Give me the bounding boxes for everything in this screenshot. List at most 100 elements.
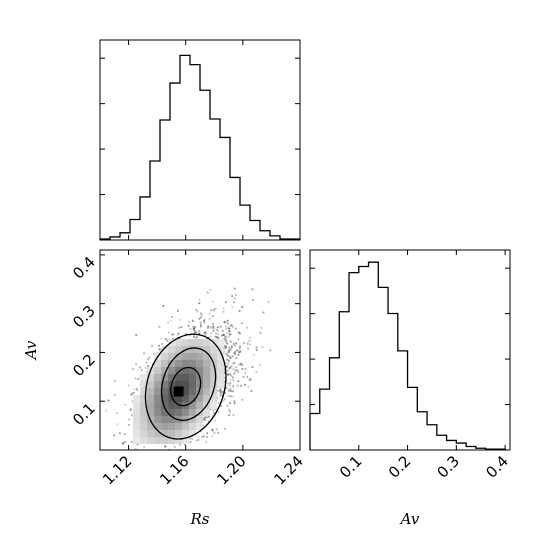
scatter-point (168, 448, 171, 450)
scatter-point (229, 379, 232, 382)
scatter-point (198, 298, 201, 301)
scatter-point (209, 289, 212, 291)
scatter-point (243, 342, 246, 345)
scatter-point (200, 326, 202, 328)
scatter-point (225, 325, 227, 328)
scatter-point (237, 331, 240, 334)
scatter-point (233, 352, 236, 354)
scatter-point (123, 433, 126, 436)
density-cell (175, 339, 183, 346)
scatter-point (139, 366, 142, 369)
density-cell (189, 416, 197, 423)
density-cell (147, 374, 155, 381)
density-cell (217, 360, 225, 367)
scatter-point (222, 307, 225, 310)
density-cell (168, 409, 176, 416)
scatter-point (215, 332, 217, 335)
density-cell (147, 402, 155, 409)
density-cell (154, 402, 162, 409)
density-cell (182, 360, 190, 367)
density-cell (168, 423, 176, 430)
density-cell (210, 402, 218, 409)
density-cell (168, 402, 176, 409)
scatter-point (232, 342, 235, 345)
hist-rs-frame (99, 39, 301, 241)
scatter-point (160, 337, 163, 340)
scatter-point (187, 324, 190, 327)
density-cell (196, 346, 204, 353)
x-tick-label-rs: 1.16 (156, 452, 192, 488)
scatter-point (269, 349, 272, 352)
density-cell (210, 374, 218, 381)
scatter-point (113, 393, 116, 396)
scatter-point (225, 346, 227, 349)
scatter-point (239, 350, 242, 353)
scatter-point (229, 382, 232, 384)
hist-av-series (309, 261, 506, 450)
scatter-point (246, 376, 249, 378)
scatter-point (225, 358, 228, 361)
scatter-point (255, 349, 258, 351)
scatter-point (233, 287, 236, 290)
density-cell (168, 367, 176, 374)
scatter-point (136, 389, 139, 392)
density-cell (154, 416, 162, 423)
scatter-point (226, 353, 229, 356)
scatter-point (217, 411, 220, 413)
scatter-point (214, 419, 217, 422)
scatter-point (234, 327, 237, 330)
scatter-point (204, 416, 206, 419)
density-cell (189, 395, 197, 402)
density-cell (154, 360, 162, 367)
scatter-point (232, 368, 235, 371)
scatter-point (251, 288, 254, 291)
scatter-point (230, 346, 233, 349)
scatter-point (135, 363, 137, 365)
scatter-point (251, 366, 254, 368)
density-cell (175, 374, 183, 381)
density-cell (182, 395, 190, 402)
scatter-point (212, 300, 214, 303)
scatter-point (156, 452, 158, 454)
scatter-point (202, 435, 205, 438)
scatter-point (228, 384, 231, 387)
scatter-point (140, 368, 143, 371)
scatter-point (230, 348, 232, 351)
scatter-point (229, 356, 231, 359)
scatter-point (128, 418, 131, 421)
scatter-point (235, 357, 238, 360)
scatter-point (210, 332, 213, 335)
y-tick-label-av: 0.2 (69, 351, 99, 381)
scatter-point (233, 400, 236, 403)
scatter-point (221, 393, 224, 396)
density-cell (196, 339, 204, 346)
scatter-point (131, 414, 133, 416)
scatter-point (137, 459, 139, 461)
density-cell (203, 381, 211, 388)
density-cell (161, 388, 169, 395)
scatter-point (158, 325, 161, 328)
scatter-point (210, 309, 213, 311)
scatter-point (249, 343, 252, 346)
scatter-point (236, 349, 238, 351)
scatter-point (214, 307, 217, 310)
scatter-point (237, 353, 240, 356)
density-cell (189, 388, 197, 395)
density-cell (203, 360, 211, 367)
scatter-point (189, 441, 192, 444)
scatter-point (259, 363, 261, 366)
density-cell (154, 409, 162, 416)
scatter-point (203, 320, 205, 323)
density-cell (161, 346, 169, 353)
scatter-point (239, 384, 242, 387)
density-cell (203, 409, 211, 416)
scatter-point (217, 333, 220, 336)
density-cell (196, 402, 204, 409)
scatter-point (206, 338, 209, 340)
scatter-point (228, 408, 231, 411)
scatter-point (202, 418, 205, 421)
scatter-point (193, 329, 196, 332)
density-cell (161, 395, 169, 402)
density-cell (140, 409, 148, 416)
